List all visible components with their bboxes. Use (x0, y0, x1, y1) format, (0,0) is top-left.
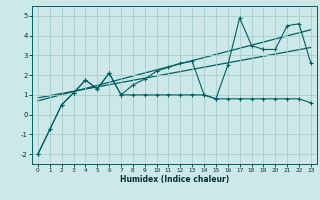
X-axis label: Humidex (Indice chaleur): Humidex (Indice chaleur) (120, 175, 229, 184)
